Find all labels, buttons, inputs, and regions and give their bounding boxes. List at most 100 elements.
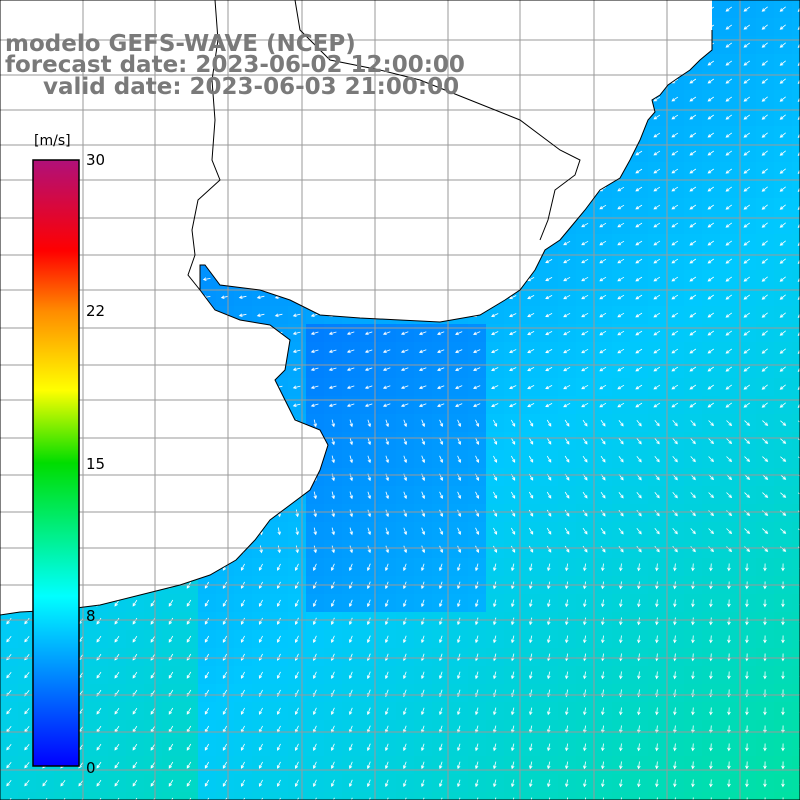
wind-cell — [144, 684, 163, 703]
wind-cell — [756, 162, 775, 181]
wind-arrow — [256, 313, 265, 317]
wind-cell — [666, 180, 685, 199]
wind-arrow — [653, 276, 661, 282]
wind-arrow — [312, 563, 317, 571]
wind-arrow — [689, 258, 697, 264]
wind-arrow — [346, 349, 355, 353]
wind-cell — [576, 558, 595, 577]
wind-arrow — [476, 797, 479, 800]
wind-cell — [648, 738, 667, 757]
wind-cell — [792, 558, 800, 577]
wind-arrow — [673, 653, 677, 662]
wind-arrow — [709, 635, 713, 644]
wind-cell — [342, 774, 361, 793]
wind-arrow — [673, 671, 677, 680]
wind-cell — [648, 612, 667, 631]
wind-arrow — [457, 491, 462, 499]
wind-cell — [90, 666, 109, 685]
wind-arrow — [366, 779, 371, 788]
wind-arrow — [312, 707, 317, 715]
wind-arrow — [797, 152, 800, 156]
wind-cell — [234, 756, 253, 775]
wind-arrow — [653, 222, 661, 228]
wind-arrow — [619, 743, 623, 752]
wind-arrow — [780, 492, 787, 498]
wind-arrow — [366, 743, 371, 752]
wind-cell — [396, 360, 415, 379]
wind-arrow — [565, 707, 569, 716]
wind-cell — [486, 756, 505, 775]
wind-cell — [684, 594, 703, 613]
wind-arrow — [779, 24, 786, 30]
wind-arrow — [439, 491, 444, 499]
wind-cell — [450, 360, 469, 379]
wind-arrow — [512, 797, 515, 800]
wind-arrow — [745, 779, 749, 788]
wind-cell — [792, 594, 800, 613]
wind-cell — [540, 306, 559, 325]
wind-cell — [684, 306, 703, 325]
wind-cell — [756, 36, 775, 55]
wind-cell — [792, 432, 800, 451]
border-line — [187, 0, 581, 291]
wind-cell — [630, 252, 649, 271]
wind-cell — [630, 180, 649, 199]
wind-arrow — [511, 599, 515, 608]
wind-cell — [450, 594, 469, 613]
wind-arrow — [439, 671, 443, 680]
wind-arrow — [797, 116, 800, 120]
wind-cell — [234, 774, 253, 793]
wind-arrow — [617, 312, 625, 318]
wind-cell — [504, 396, 523, 415]
wind-arrow — [726, 546, 733, 553]
wind-cell — [180, 684, 199, 703]
wind-cell — [324, 378, 343, 397]
wind-arrow — [494, 797, 497, 800]
wind-arrow — [673, 761, 677, 770]
wind-arrow — [762, 492, 769, 498]
wind-cell — [486, 558, 505, 577]
wind-arrow — [348, 743, 353, 751]
wind-cell — [396, 684, 415, 703]
land-mask — [0, 0, 712, 615]
wind-cell — [774, 558, 793, 577]
wind-cell — [792, 324, 800, 343]
wind-cell — [306, 342, 325, 361]
wind-cell — [396, 720, 415, 739]
wind-arrow — [743, 150, 751, 156]
wind-arrow — [545, 313, 553, 318]
wind-cell — [720, 252, 739, 271]
wind-arrow — [636, 491, 642, 499]
wind-cell — [180, 738, 199, 757]
wind-arrow — [797, 170, 800, 174]
wind-arrow — [673, 779, 677, 788]
wind-cell — [504, 774, 523, 793]
title-valid-date: valid date: 2023-06-03 21:00:00 — [43, 74, 460, 100]
wind-arrow — [294, 599, 299, 607]
wind-cell — [432, 720, 451, 739]
wind-arrow — [581, 312, 589, 318]
wind-arrow — [601, 761, 605, 770]
wind-cell — [396, 342, 415, 361]
wind-arrow — [710, 797, 712, 800]
wind-cell — [522, 306, 541, 325]
wind-cell — [666, 324, 685, 343]
wind-arrow — [564, 509, 570, 517]
wind-arrow — [547, 563, 551, 572]
wind-cell — [306, 324, 325, 343]
wind-arrow — [583, 635, 587, 644]
wind-arrow — [746, 797, 748, 800]
wind-cell — [324, 792, 343, 800]
wind-cell — [522, 324, 541, 343]
wind-arrow — [617, 402, 625, 408]
wind-cell — [306, 756, 325, 775]
wind-arrow — [707, 276, 715, 282]
wind-arrow — [276, 563, 281, 571]
wind-arrow — [547, 707, 551, 716]
wind-arrow — [653, 330, 661, 336]
wind-cell — [756, 774, 775, 793]
wind-arrow — [366, 635, 371, 644]
title-model: modelo GEFS-WAVE (NCEP) — [5, 31, 356, 57]
wind-arrow — [439, 707, 443, 716]
